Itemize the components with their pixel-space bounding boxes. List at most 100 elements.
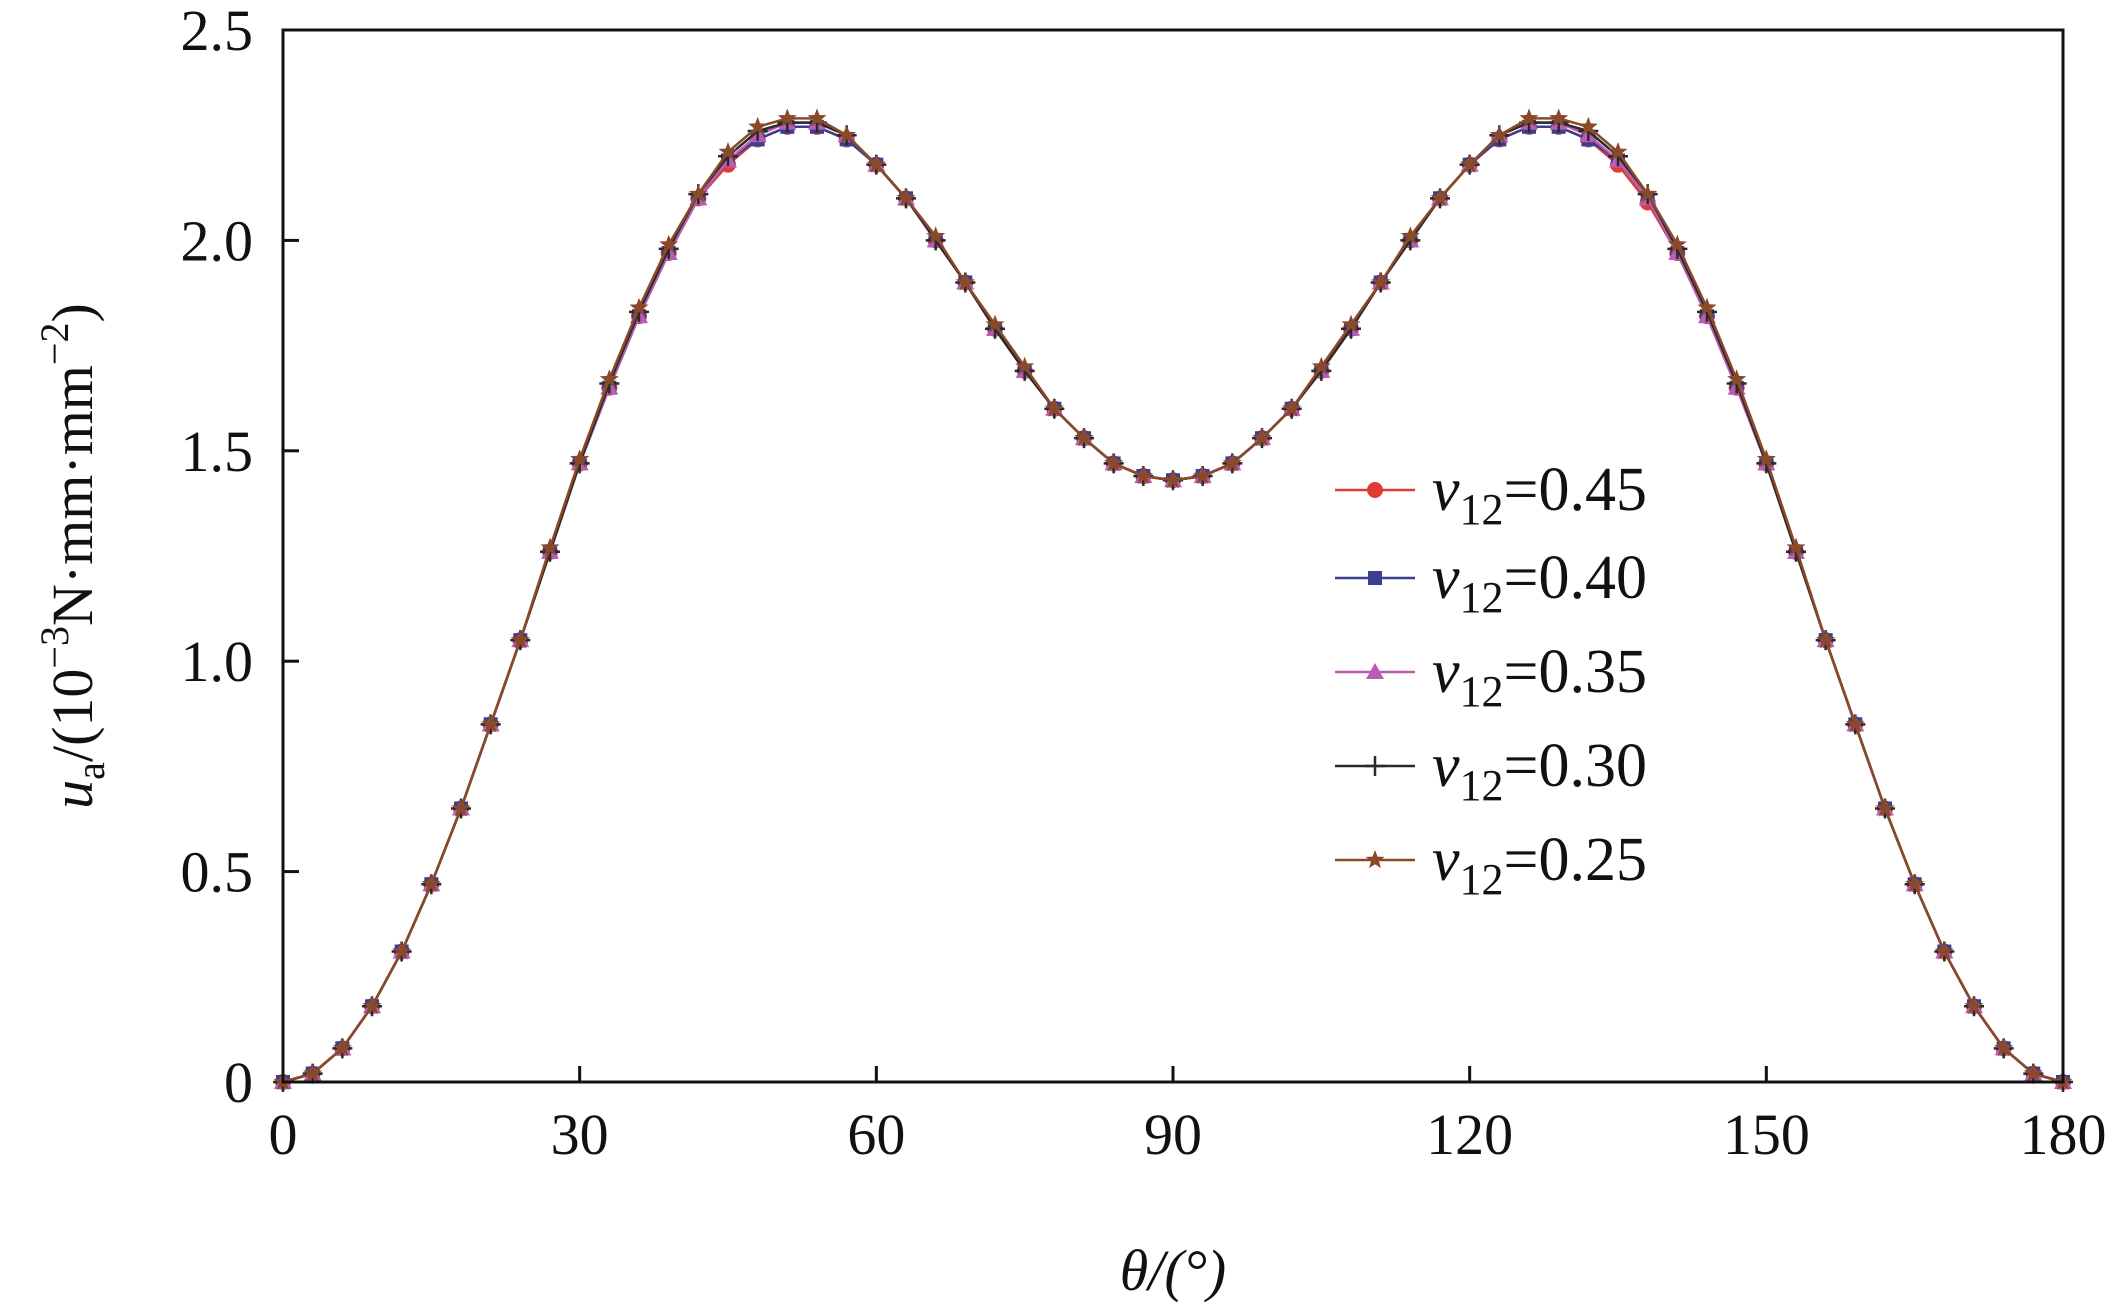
y-tick-label: 1.5 xyxy=(181,419,254,484)
data-point xyxy=(421,874,441,893)
legend-sub: 12 xyxy=(1460,485,1504,534)
legend: ν12=0.45 ν12=0.40 ν12=0.35 xyxy=(1335,456,1647,904)
y-label-sup2: −2 xyxy=(32,323,77,366)
legend-marker-shape xyxy=(1365,850,1385,869)
data-point xyxy=(1905,874,1925,893)
legend-entry: ν12=0.30 xyxy=(1335,732,1647,810)
x-tick-label: 90 xyxy=(1144,1102,1202,1167)
data-point xyxy=(748,116,768,135)
data-point xyxy=(481,714,501,733)
data-point xyxy=(570,449,590,468)
data-point xyxy=(1044,398,1064,417)
data-point xyxy=(1222,453,1242,472)
y-tick-label: 0 xyxy=(224,1050,253,1115)
series-line xyxy=(282,125,2064,1084)
data-point xyxy=(1311,356,1331,375)
series-ν12=0.35 xyxy=(274,113,2072,1089)
data-point xyxy=(1964,996,1984,1015)
data-point xyxy=(955,272,975,291)
data-point xyxy=(1015,356,1035,375)
y-label-pre: /(10 xyxy=(40,669,105,762)
legend-label-2: ν12=0.35 xyxy=(1432,638,1647,716)
y-label-sup1: −3 xyxy=(32,626,77,669)
legend-sub: 12 xyxy=(1460,855,1504,904)
data-point xyxy=(659,234,679,253)
data-point xyxy=(1489,125,1509,144)
legend-marker-shape xyxy=(1367,482,1383,498)
legend-marker-shape xyxy=(1365,756,1385,776)
legend-var: ν xyxy=(1432,638,1460,706)
x-tick-label: 120 xyxy=(1426,1102,1513,1167)
data-point xyxy=(1430,188,1450,207)
legend-label-1: ν12=0.40 xyxy=(1432,544,1647,622)
data-point xyxy=(451,798,471,817)
data-point xyxy=(510,630,530,649)
legend-var: ν xyxy=(1432,826,1460,894)
data-point xyxy=(837,125,857,144)
series-ν12=0.45 xyxy=(275,118,2071,1090)
data-point xyxy=(332,1038,352,1057)
series-layer xyxy=(273,108,2073,1092)
y-axis-label: ua/(10−3N·mm·mm−2) xyxy=(32,303,113,809)
legend-val: =0.45 xyxy=(1504,456,1647,524)
data-point xyxy=(2023,1063,2043,1082)
data-point xyxy=(1667,234,1687,253)
series-line xyxy=(282,121,2064,1084)
data-point xyxy=(1638,184,1658,203)
data-point xyxy=(1104,453,1124,472)
data-point xyxy=(1193,466,1213,485)
y-tick-label: 2.0 xyxy=(181,208,254,273)
legend-label-0: ν12=0.45 xyxy=(1432,456,1647,534)
x-axis-label-text: θ/(°) xyxy=(1120,1238,1226,1303)
x-tick-label: 180 xyxy=(2020,1102,2107,1167)
legend-val: =0.25 xyxy=(1504,826,1647,894)
legend-val: =0.40 xyxy=(1504,544,1647,612)
legend-marker-2 xyxy=(1366,663,1384,679)
data-point xyxy=(1252,428,1272,447)
y-label-sub: a xyxy=(68,762,113,780)
legend-var: ν xyxy=(1432,456,1460,524)
data-point xyxy=(362,996,382,1015)
data-point xyxy=(1727,369,1747,388)
data-point xyxy=(540,537,560,556)
data-point xyxy=(1934,941,1954,960)
legend-marker-4 xyxy=(1365,850,1385,869)
legend-label-3: ν12=0.30 xyxy=(1432,732,1647,810)
data-point xyxy=(1994,1038,2014,1057)
legend-entry: ν12=0.25 xyxy=(1335,826,1647,904)
legend-marker-3 xyxy=(1365,756,1385,776)
data-point xyxy=(1875,798,1895,817)
legend-sub: 12 xyxy=(1460,573,1504,622)
data-point xyxy=(688,184,708,203)
axis-ticks xyxy=(283,238,1768,1082)
data-point xyxy=(985,314,1005,333)
series-line xyxy=(282,121,2064,1084)
legend-marker-1 xyxy=(1368,571,1382,585)
data-point xyxy=(1816,630,1836,649)
x-tick-label: 150 xyxy=(1723,1102,1810,1167)
series-ν12=0.30 xyxy=(273,112,2073,1092)
data-point xyxy=(1697,297,1717,316)
data-point xyxy=(1341,314,1361,333)
data-point xyxy=(1549,108,1569,127)
x-axis-label: θ/(°) xyxy=(1120,1238,1226,1303)
plot-frame xyxy=(281,28,2065,1084)
legend-val: =0.30 xyxy=(1504,732,1647,800)
x-tick-label: 30 xyxy=(551,1102,609,1167)
data-point xyxy=(392,941,412,960)
data-point xyxy=(777,108,797,127)
data-point xyxy=(1163,470,1183,489)
data-point xyxy=(1400,226,1420,245)
x-tick-label: 60 xyxy=(847,1102,905,1167)
legend-label-4: ν12=0.25 xyxy=(1432,826,1647,904)
legend-var: ν xyxy=(1432,544,1460,612)
tick-labels: 0 30 60 90 120 150 180 0 0.5 1.0 1.5 2.0 2.5 xyxy=(181,0,2107,1167)
y-label-var: u xyxy=(40,780,105,809)
data-point xyxy=(1786,537,1806,556)
data-point xyxy=(1371,272,1391,291)
data-point xyxy=(1519,108,1539,127)
data-point xyxy=(926,226,946,245)
data-point xyxy=(866,154,886,173)
data-point xyxy=(303,1063,323,1082)
